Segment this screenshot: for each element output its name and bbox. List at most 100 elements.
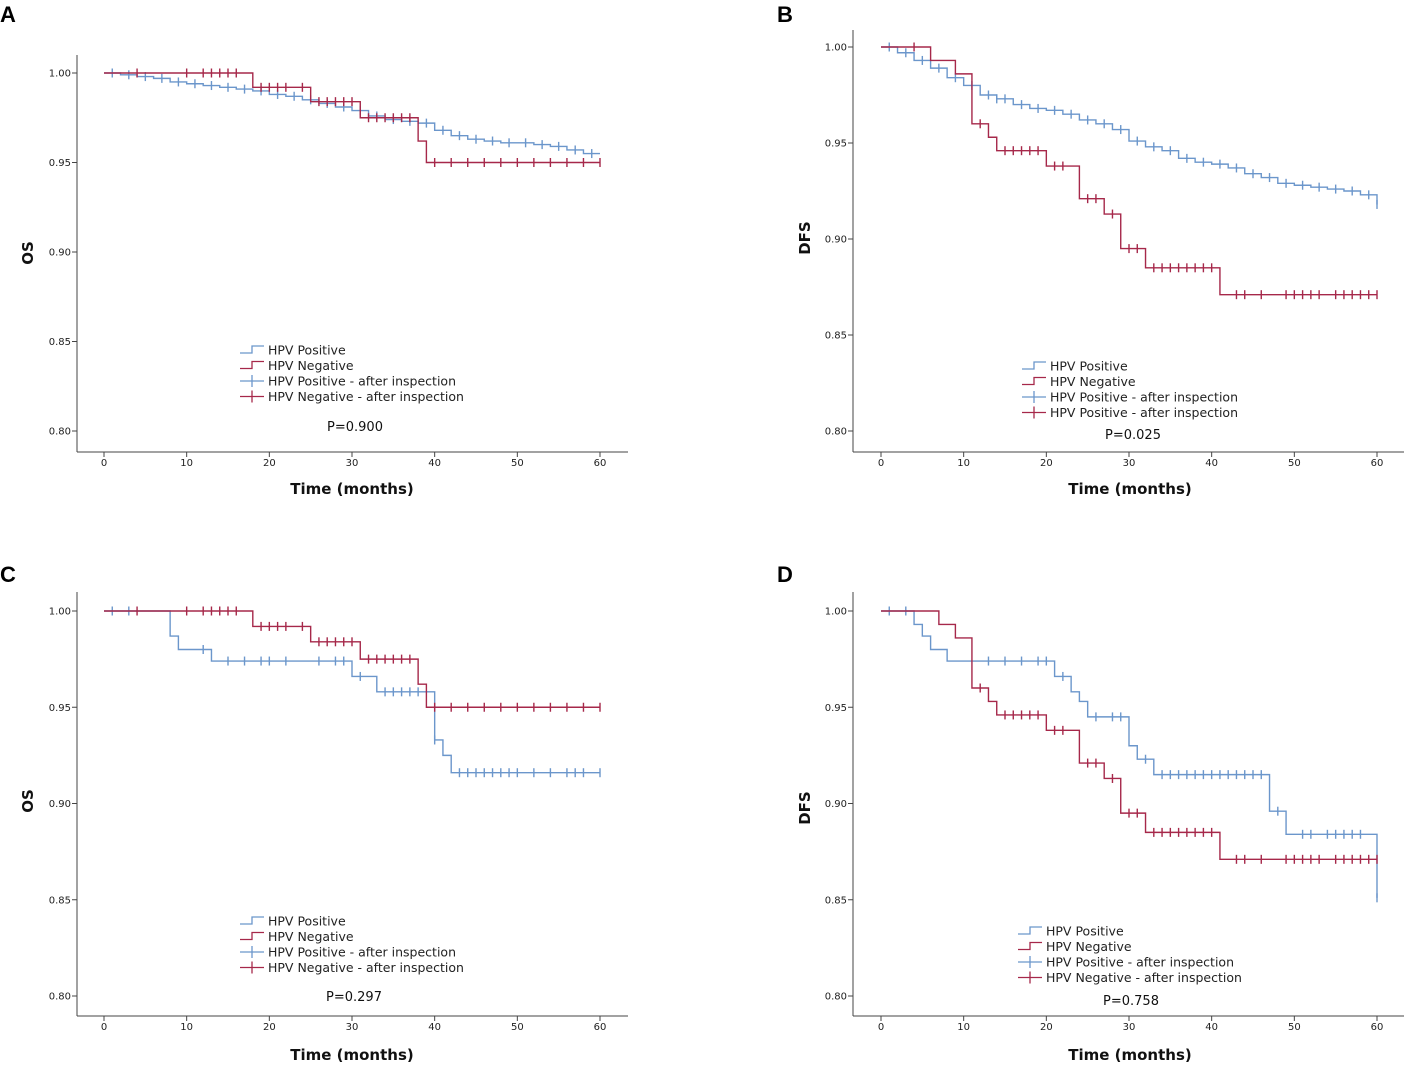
y-tick-label: 0.80: [825, 427, 847, 438]
legend-label: HPV Negative - after inspection: [1046, 970, 1242, 985]
x-tick-label: 50: [511, 1022, 524, 1033]
x-tick-label: 0: [878, 458, 884, 469]
x-tick-label: 20: [1040, 1022, 1053, 1033]
y-tick-label: 0.95: [49, 703, 71, 714]
y-tick-label: 0.90: [49, 799, 71, 810]
km-curve-hpv-positive: [104, 72, 600, 155]
x-tick-label: 60: [1371, 458, 1384, 469]
legend-label: HPV Positive - after inspection: [1050, 390, 1238, 405]
x-tick-label: 60: [594, 1022, 607, 1033]
legend-label: HPV Positive - after inspection: [268, 374, 456, 389]
legend-label: HPV Negative: [268, 358, 354, 373]
x-tick-label: 10: [957, 1022, 970, 1033]
x-tick-label: 40: [1205, 1022, 1218, 1033]
y-tick-label: 1.00: [49, 69, 71, 80]
p-value: P=0.900: [327, 420, 383, 435]
legend-label: HPV Negative - after inspection: [268, 960, 464, 975]
p-value: P=0.297: [326, 990, 382, 1005]
legend-label: HPV Positive - after inspection: [268, 945, 456, 960]
x-axis-title: Time (months): [1068, 1046, 1192, 1064]
y-tick-label: 0.90: [825, 235, 847, 246]
x-tick-label: 10: [180, 1022, 193, 1033]
y-axis-title: DFS: [796, 791, 814, 825]
legend-label: HPV Positive - after inspection: [1046, 955, 1234, 970]
legend-swatch-step: [240, 345, 264, 354]
panel-b: B 0.80 0.85 0.90 0.95 1.00 0 10 20 30 40 50 60 Time (…: [777, 2, 1404, 498]
y-tick-label: 0.80: [49, 992, 71, 1003]
legend-label: HPV Positive - after inspection: [1050, 405, 1238, 420]
panel-a: A 0.80 0.85 0.90 0.95 1.00 0 10 20 30 40 50 60 Time (…: [0, 2, 628, 498]
y-tick-label: 0.95: [825, 139, 847, 150]
legend-label: HPV Negative: [1050, 374, 1136, 389]
x-tick-label: 20: [263, 458, 276, 469]
x-tick-label: 0: [878, 1022, 884, 1033]
km-curve-hpv-negative: [881, 46, 1377, 296]
y-tick-label: 0.95: [49, 158, 71, 169]
x-tick-label: 0: [101, 1022, 107, 1033]
x-tick-label: 30: [346, 1022, 359, 1033]
km-curve-hpv-positive: [881, 46, 1378, 205]
legend-label: HPV Positive: [268, 914, 346, 929]
x-axis-title: Time (months): [290, 480, 414, 498]
legend-label: HPV Positive: [268, 343, 346, 358]
panel-letter: B: [777, 2, 793, 27]
legend-swatch-step: [1022, 376, 1046, 386]
x-tick-label: 40: [428, 1022, 441, 1033]
x-tick-label: 40: [1205, 458, 1218, 469]
x-tick-label: 60: [1371, 1022, 1384, 1033]
legend-label: HPV Negative - after inspection: [268, 389, 464, 404]
panel-c: C 0.80 0.85 0.90 0.95 1.00 0 10 20 30 40 50 60 Time (…: [0, 562, 628, 1064]
y-tick-label: 0.85: [825, 895, 847, 906]
legend-swatch-step: [240, 360, 264, 370]
p-value: P=0.025: [1105, 428, 1161, 443]
x-axis-title: Time (months): [290, 1046, 414, 1064]
y-tick-label: 0.90: [49, 248, 71, 259]
km-curve-hpv-positive: [104, 610, 600, 774]
x-tick-label: 60: [594, 458, 607, 469]
legend-swatch-step: [240, 916, 264, 925]
y-tick-label: 0.80: [825, 992, 847, 1003]
x-tick-label: 30: [1123, 1022, 1136, 1033]
legend-swatch-step: [1018, 926, 1042, 935]
x-tick-label: 0: [101, 458, 107, 469]
y-tick-label: 1.00: [825, 43, 847, 54]
panel-letter: D: [777, 562, 793, 587]
x-tick-label: 30: [1123, 458, 1136, 469]
y-tick-label: 0.90: [825, 799, 847, 810]
x-tick-label: 30: [346, 458, 359, 469]
km-curve-hpv-negative: [104, 610, 600, 708]
y-tick-label: 1.00: [49, 607, 71, 618]
x-tick-label: 50: [511, 458, 524, 469]
x-tick-label: 10: [180, 458, 193, 469]
p-value: P=0.758: [1103, 994, 1159, 1009]
y-axis-title: OS: [19, 241, 37, 265]
panel-letter: A: [0, 2, 16, 27]
km-curve-hpv-negative: [104, 72, 600, 164]
x-tick-label: 40: [428, 458, 441, 469]
y-tick-label: 0.95: [825, 703, 847, 714]
x-tick-label: 10: [957, 458, 970, 469]
legend-label: HPV Negative: [268, 929, 354, 944]
legend-label: HPV Positive: [1050, 359, 1128, 374]
x-tick-label: 50: [1288, 1022, 1301, 1033]
y-tick-label: 0.85: [49, 337, 71, 348]
x-axis-title: Time (months): [1068, 480, 1192, 498]
x-tick-label: 20: [1040, 458, 1053, 469]
legend-swatch-step: [240, 931, 264, 941]
legend-label: HPV Positive: [1046, 924, 1124, 939]
panel-d: D 0.80 0.85 0.90 0.95 1.00 0 10 20 30 40 50 60 Time (…: [777, 562, 1404, 1064]
legend-swatch-step: [1018, 941, 1042, 951]
x-tick-label: 20: [263, 1022, 276, 1033]
km-curve-hpv-negative: [881, 610, 1377, 861]
y-axis-title: OS: [19, 789, 37, 813]
legend-label: HPV Negative: [1046, 939, 1132, 954]
y-tick-label: 1.00: [825, 607, 847, 618]
panel-letter: C: [0, 562, 16, 587]
y-axis-title: DFS: [796, 221, 814, 255]
y-tick-label: 0.85: [825, 331, 847, 342]
legend-swatch-step: [1022, 361, 1046, 370]
